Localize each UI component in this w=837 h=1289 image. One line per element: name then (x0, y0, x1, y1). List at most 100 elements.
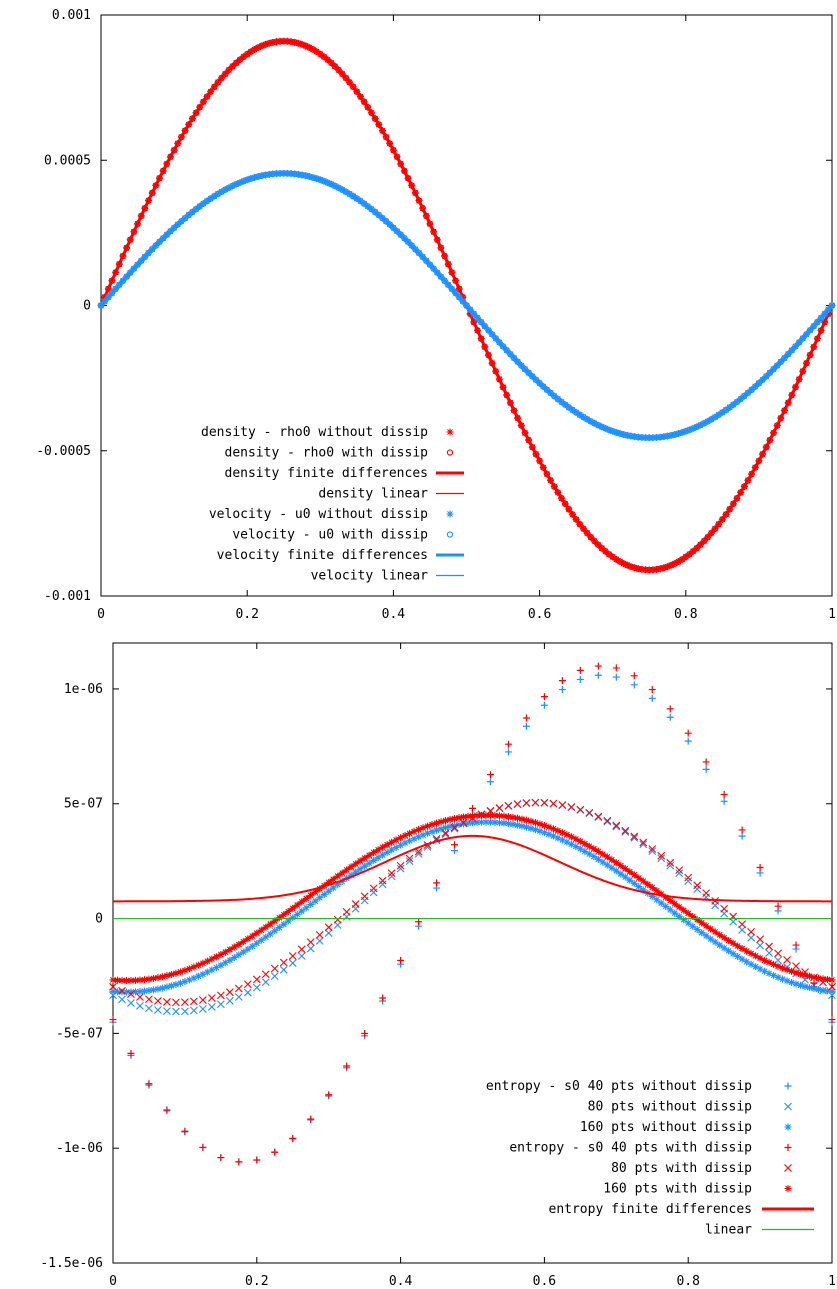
legend-item: density linear (318, 487, 464, 502)
data-point (396, 861, 405, 870)
y-tick-label: 0.0005 (44, 153, 91, 168)
data-point (145, 1080, 153, 1088)
data-point (594, 541, 602, 548)
data-point (720, 904, 729, 913)
data-point (252, 983, 261, 992)
data-point (711, 938, 719, 946)
chart-top-density-velocity: 0 0.2 0.4 0.6 0.8 1 0.001 0.0005 0 -0.0005 -0.001 d… (36, 8, 836, 622)
data-point (558, 686, 566, 694)
data-point (621, 826, 630, 835)
data-point (415, 833, 423, 841)
data-point (766, 369, 774, 376)
data-point (163, 1106, 171, 1114)
data-point (612, 867, 620, 875)
data-point (599, 858, 607, 866)
data-point (531, 826, 539, 834)
data-point (720, 790, 728, 798)
data-point (536, 380, 543, 387)
data-point (540, 701, 548, 709)
data-point (307, 1115, 315, 1123)
legend-item: linear (705, 1223, 814, 1238)
data-point (702, 758, 710, 766)
data-point (145, 995, 153, 1004)
data-point (437, 273, 445, 280)
legend-label: velocity - u0 with dissip (232, 528, 428, 543)
data-point (141, 253, 149, 260)
data-point (477, 818, 485, 826)
data-point (567, 803, 576, 811)
data-point (302, 904, 310, 912)
data-point (765, 969, 773, 977)
y-tick-label: -0.0005 (36, 444, 91, 459)
legend-item: 160 pts without dissip (580, 1120, 792, 1135)
data-point (448, 285, 456, 293)
data-point (540, 693, 548, 701)
data-point (737, 395, 744, 403)
data-point (715, 520, 722, 528)
data-point (415, 918, 423, 926)
data-point (583, 529, 591, 537)
data-point (208, 966, 216, 974)
data-point (738, 955, 746, 963)
data-point (324, 929, 333, 937)
data-point (361, 862, 369, 870)
data-point (671, 909, 679, 917)
data-point (569, 511, 576, 518)
data-point (198, 1005, 207, 1013)
data-point (109, 982, 117, 991)
data-point (635, 883, 643, 891)
data-point (630, 672, 638, 680)
series-line (112, 813, 833, 983)
data-point (675, 912, 683, 920)
data-point (590, 853, 598, 861)
data-point (136, 988, 144, 996)
data-point (551, 392, 558, 400)
data-point (351, 900, 360, 908)
data-point (495, 819, 503, 827)
data-point (612, 821, 621, 830)
data-point (474, 314, 481, 322)
data-point (288, 952, 297, 960)
x-tick-label: 1 (828, 607, 836, 622)
data-point (469, 819, 476, 827)
data-point (123, 273, 130, 280)
data-point (693, 881, 702, 890)
legend-swatch (784, 1185, 792, 1192)
legend-label: density - rho0 without dissip (201, 425, 428, 440)
data-point (675, 869, 684, 878)
data-point (621, 828, 630, 836)
data-point (375, 211, 382, 219)
data-point (513, 821, 521, 829)
data-point (378, 880, 387, 889)
data-point (370, 856, 378, 864)
data-point (189, 997, 198, 1006)
data-point (203, 93, 211, 100)
data-point (689, 548, 697, 555)
data-point (207, 994, 216, 1002)
data-point (608, 864, 616, 872)
data-point (297, 952, 306, 960)
data-point (101, 298, 108, 305)
data-point (149, 246, 156, 253)
data-point (451, 821, 459, 829)
data-point (225, 997, 234, 1005)
data-point (401, 235, 408, 242)
data-point (821, 310, 828, 317)
y-tick-label: -1e-06 (56, 1141, 103, 1156)
data-point (648, 694, 656, 702)
data-point (334, 881, 342, 889)
data-point (716, 941, 724, 949)
data-point (279, 965, 288, 974)
data-point (747, 933, 756, 942)
data-point (338, 877, 346, 885)
data-point (212, 964, 220, 972)
data-point (543, 386, 551, 393)
data-point (563, 838, 571, 846)
data-point (113, 988, 121, 996)
data-point (828, 987, 836, 995)
data-point (612, 822, 621, 831)
data-point (828, 982, 836, 991)
legend-label: density linear (318, 487, 428, 502)
data-point (252, 975, 261, 984)
data-point (379, 994, 387, 1002)
